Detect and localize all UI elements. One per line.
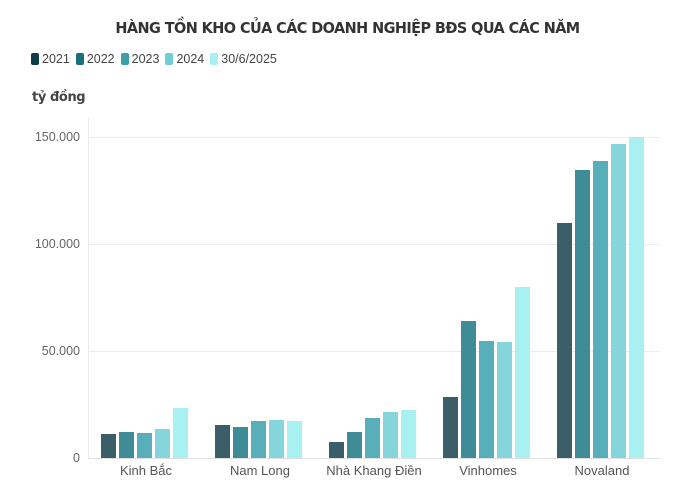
legend-swatch [120,53,129,65]
bar-vinhomes-2024[interactable] [497,342,512,458]
legend-label: 2024 [176,52,205,66]
bar-nam-long-2023[interactable] [251,421,266,458]
bar-kinh-bắc-2021[interactable] [101,434,116,458]
bar-nam-long-2021[interactable] [215,425,230,458]
bar-nhà-khang-điền-2021[interactable] [329,441,344,458]
legend-item-2021[interactable]: 2021 [31,52,70,66]
y-tick-label: 100.000 [34,237,80,251]
legend-label: 2023 [131,52,160,66]
gridline-150000 [88,137,660,138]
bar-novaland-2021[interactable] [557,223,572,458]
gridline-100000 [88,244,660,245]
bar-vinhomes-30-6-2025[interactable] [515,287,530,458]
bar-vinhomes-2023[interactable] [479,340,494,458]
bar-kinh-bắc-30-6-2025[interactable] [173,407,188,458]
y-axis-unit: tỷ đồng [32,90,86,105]
legend-item-2024[interactable]: 2024 [165,52,204,66]
bar-vinhomes-2022[interactable] [461,321,476,458]
bar-novaland-2024[interactable] [611,144,626,458]
y-axis-line [88,118,89,458]
x-tick-label: Novaland [574,463,630,478]
x-tick-label: Nhà Khang Điền [326,463,422,478]
x-tick-label: Vinhomes [459,463,517,478]
bar-nhà-khang-điền-2024[interactable] [383,411,398,458]
bar-kinh-bắc-2022[interactable] [119,432,134,458]
legend-item-2022[interactable]: 2022 [75,52,115,66]
legend: 2021 2022 2023 2024 30/6/2025 [31,52,283,66]
x-tick-label: Kinh Bắc [119,463,173,478]
y-tick-label: 0 [73,451,80,465]
bar-kinh-bắc-2024[interactable] [155,429,170,458]
legend-label: 2021 [42,52,70,66]
legend-swatch [165,53,174,65]
bar-nhà-khang-điền-30-6-2025[interactable] [401,410,416,458]
bar-nhà-khang-điền-2022[interactable] [347,432,362,458]
bar-nam-long-30-6-2025[interactable] [287,420,302,458]
bar-novaland-2022[interactable] [575,169,590,458]
y-tick-label: 150.000 [34,130,80,144]
bar-vinhomes-2021[interactable] [443,397,458,458]
x-tick-label: Nam Long [230,463,290,478]
x-axis-line [88,458,660,459]
chart-title: HÀNG TỒN KHO CỦA CÁC DOANH NGHIỆP BĐS QU… [115,19,580,37]
legend-item-2023[interactable]: 2023 [120,52,160,66]
legend-swatch [31,53,39,65]
bar-novaland-30-6-2025[interactable] [629,137,644,458]
bar-nhà-khang-điền-2023[interactable] [365,418,380,458]
bar-nam-long-2022[interactable] [233,426,248,458]
legend-swatch [75,53,84,65]
y-tick-label: 50.000 [41,344,80,358]
legend-label: 30/6/2025 [221,52,277,66]
legend-item-2025[interactable]: 30/6/2025 [210,52,277,66]
legend-swatch [210,53,219,65]
bar-novaland-2023[interactable] [593,160,608,458]
bar-nam-long-2024[interactable] [269,419,284,458]
bar-kinh-bắc-2023[interactable] [137,432,152,458]
gridline-50000 [88,351,660,352]
legend-label: 2022 [86,52,115,66]
